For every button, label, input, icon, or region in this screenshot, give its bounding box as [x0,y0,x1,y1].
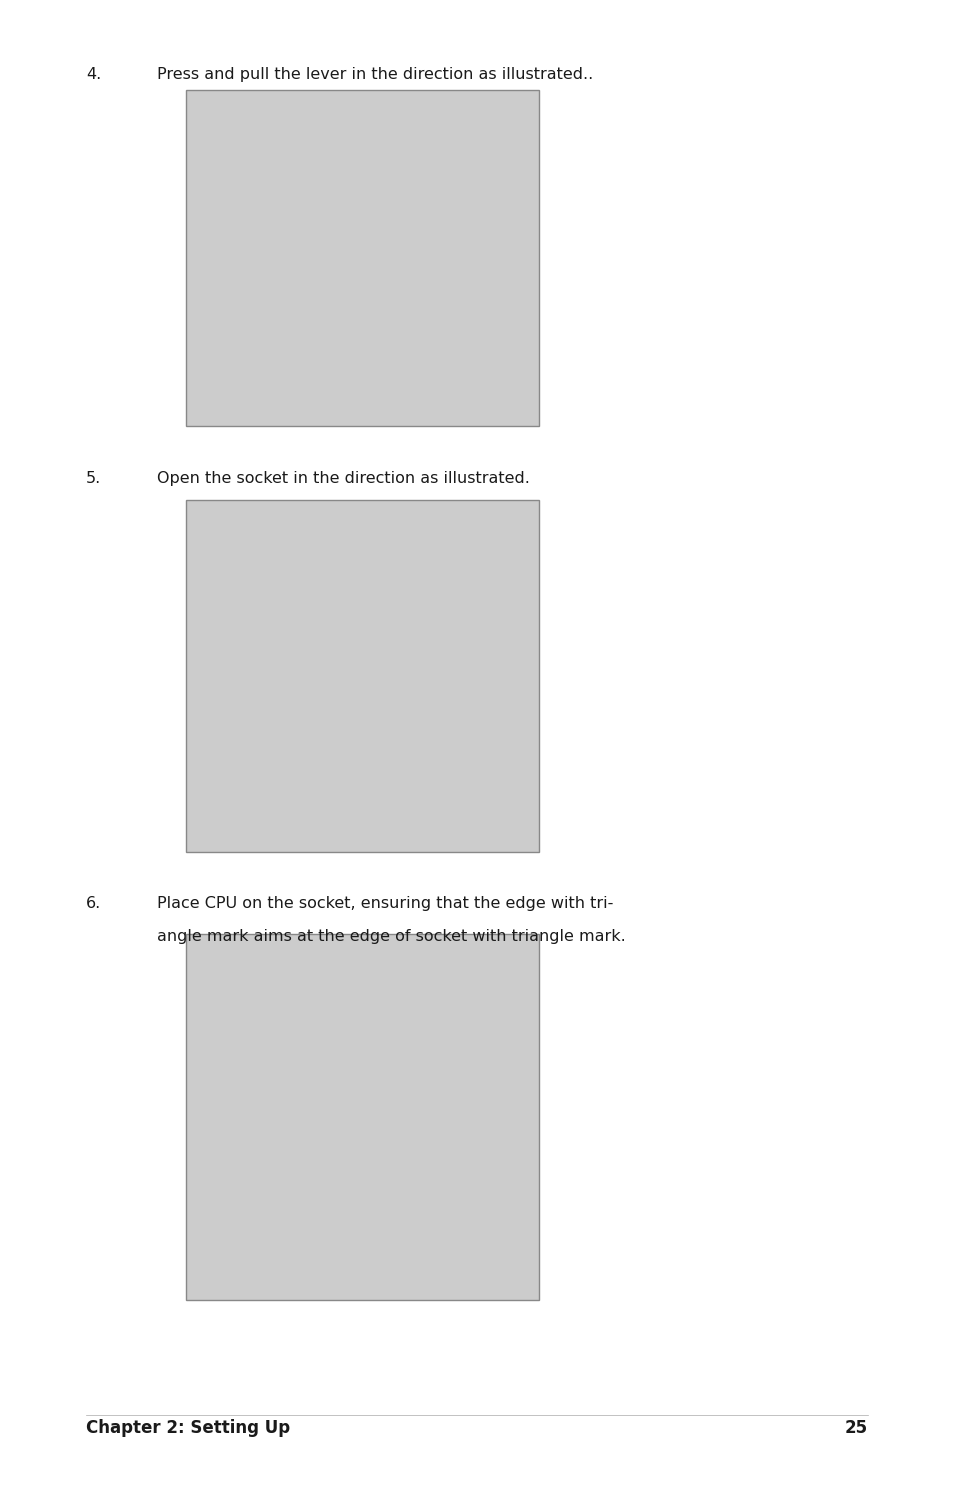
FancyBboxPatch shape [186,90,538,426]
Text: Chapter 2: Setting Up: Chapter 2: Setting Up [86,1419,290,1437]
Text: 6.: 6. [86,896,101,911]
Text: Place CPU on the socket, ensuring that the edge with tri-: Place CPU on the socket, ensuring that t… [157,896,613,911]
Text: 5.: 5. [86,471,101,486]
Text: angle mark aims at the edge of socket with triangle mark.: angle mark aims at the edge of socket wi… [157,929,625,944]
Text: 25: 25 [844,1419,867,1437]
Text: Press and pull the lever in the direction as illustrated..: Press and pull the lever in the directio… [157,67,593,82]
FancyBboxPatch shape [186,500,538,852]
Text: Open the socket in the direction as illustrated.: Open the socket in the direction as illu… [157,471,530,486]
Text: 4.: 4. [86,67,101,82]
FancyBboxPatch shape [186,934,538,1300]
